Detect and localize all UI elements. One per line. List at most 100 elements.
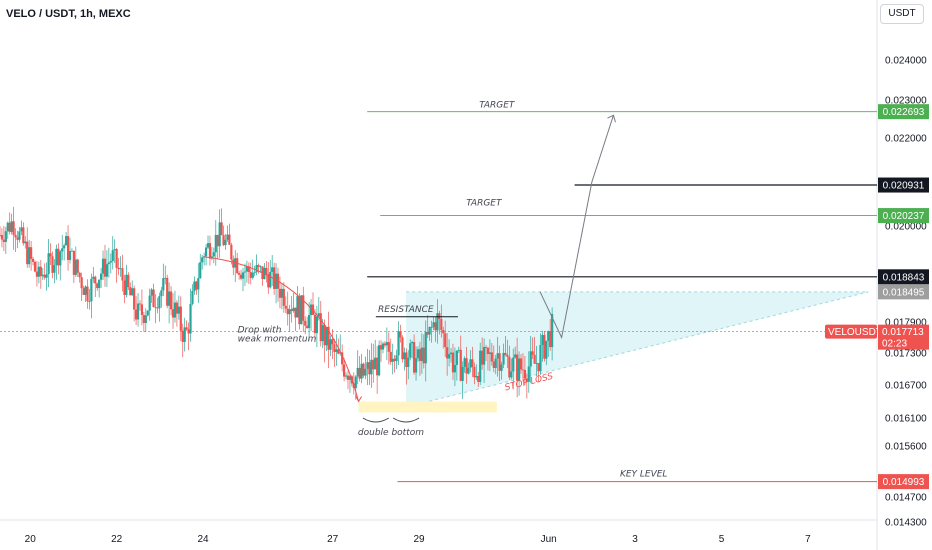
candle-body (451, 352, 455, 373)
candle-body (372, 359, 375, 370)
candle-body (440, 319, 443, 331)
chart-title: VELO / USDT, 1h, MEXC (6, 8, 131, 20)
candle-body (66, 236, 70, 260)
candle-body (391, 358, 394, 362)
candle-body (284, 305, 287, 309)
candle-body (30, 247, 33, 259)
candle-body (57, 248, 60, 266)
candle-body (138, 303, 142, 305)
candle-body (469, 359, 472, 368)
candle-body (175, 302, 179, 314)
level-price-badge (878, 104, 929, 120)
candle-body (389, 351, 392, 362)
double-bottom-arc-right (392, 417, 420, 423)
candle-body (331, 339, 334, 345)
level-price-badge-text: 0.022693 (883, 107, 925, 118)
candle-body (412, 342, 416, 373)
candle-body (446, 347, 449, 359)
candle-body (288, 309, 291, 315)
candle-body (168, 291, 171, 306)
candle-body (214, 234, 217, 253)
level-price-badge-text: 0.018843 (883, 272, 925, 283)
candle-body (28, 247, 31, 265)
price-tick-label: 0.017900 (885, 318, 927, 329)
price-tick-label: 0.014700 (885, 493, 927, 504)
candle-body (41, 274, 44, 277)
candle-body (434, 322, 437, 331)
candle-body (325, 326, 328, 346)
candle-body (346, 375, 350, 380)
candle-body (224, 239, 227, 246)
candle-body (449, 352, 453, 355)
time-tick-label: 7 (805, 534, 811, 545)
candle-body (430, 326, 433, 328)
candle-body (510, 371, 513, 378)
candle-body (4, 231, 7, 242)
candle-body (294, 307, 297, 318)
candle-body (306, 325, 309, 329)
candle-body (201, 257, 204, 263)
candle-body (98, 279, 101, 289)
candle-body (358, 367, 361, 379)
candle-body (444, 333, 447, 348)
candle-body (492, 361, 495, 369)
candle-body (189, 303, 192, 334)
price-tick-label: 0.022000 (885, 134, 927, 145)
candle-body (208, 243, 212, 259)
candle-body (377, 345, 381, 376)
candle-body (12, 221, 15, 235)
candle-body (63, 245, 66, 249)
candle-body (525, 378, 528, 382)
candle-body (309, 304, 313, 315)
candle-body (514, 354, 517, 358)
candle-body (535, 363, 538, 364)
candle-body (321, 325, 324, 342)
candle-body (107, 262, 110, 265)
candle-body (55, 248, 58, 266)
candle-body (18, 231, 21, 240)
candle-body (0, 235, 4, 240)
currency-button[interactable]: USDT (880, 4, 924, 24)
candle-body (381, 343, 385, 350)
candle-body (33, 261, 37, 272)
candle-body (482, 347, 486, 365)
candle-body (519, 358, 523, 370)
candle-body (387, 342, 390, 352)
candle-body (45, 274, 48, 278)
price-badges: 0.022693 0.020931 0.020237 0.018843 0.014993… (878, 104, 929, 490)
candle-body (53, 265, 56, 273)
time-tick-label: 22 (111, 534, 123, 545)
candle-body (543, 334, 546, 359)
candle-body (274, 273, 278, 289)
candle-body (459, 349, 462, 381)
candle-body (115, 249, 118, 268)
candle-body (541, 334, 544, 346)
level-price-badge-text: 0.020237 (883, 211, 925, 222)
candle-body (103, 258, 107, 277)
candle-body (212, 252, 215, 257)
candle-body (154, 306, 157, 308)
candle-body (463, 358, 466, 367)
candle-body (39, 266, 42, 277)
candle-body (0, 234, 2, 236)
drop-label-line2: weak momentum (238, 334, 317, 344)
candle-body (90, 278, 93, 302)
candle-body (529, 351, 532, 367)
candle-body (179, 306, 182, 331)
candle-body (24, 241, 27, 244)
candle-body (315, 316, 318, 334)
candle-body (204, 247, 208, 257)
candle-body (506, 354, 509, 357)
candle-body (101, 258, 105, 274)
candle-body (191, 290, 194, 304)
candle-body (199, 262, 202, 279)
candle-body (230, 244, 233, 260)
candle-body (393, 358, 396, 362)
candle-body (251, 272, 254, 278)
candle-body (494, 358, 497, 369)
candle-body (173, 302, 177, 318)
projection-arrow-head (607, 114, 616, 123)
candle-body (457, 349, 460, 351)
triangle-top-badge (878, 284, 929, 300)
